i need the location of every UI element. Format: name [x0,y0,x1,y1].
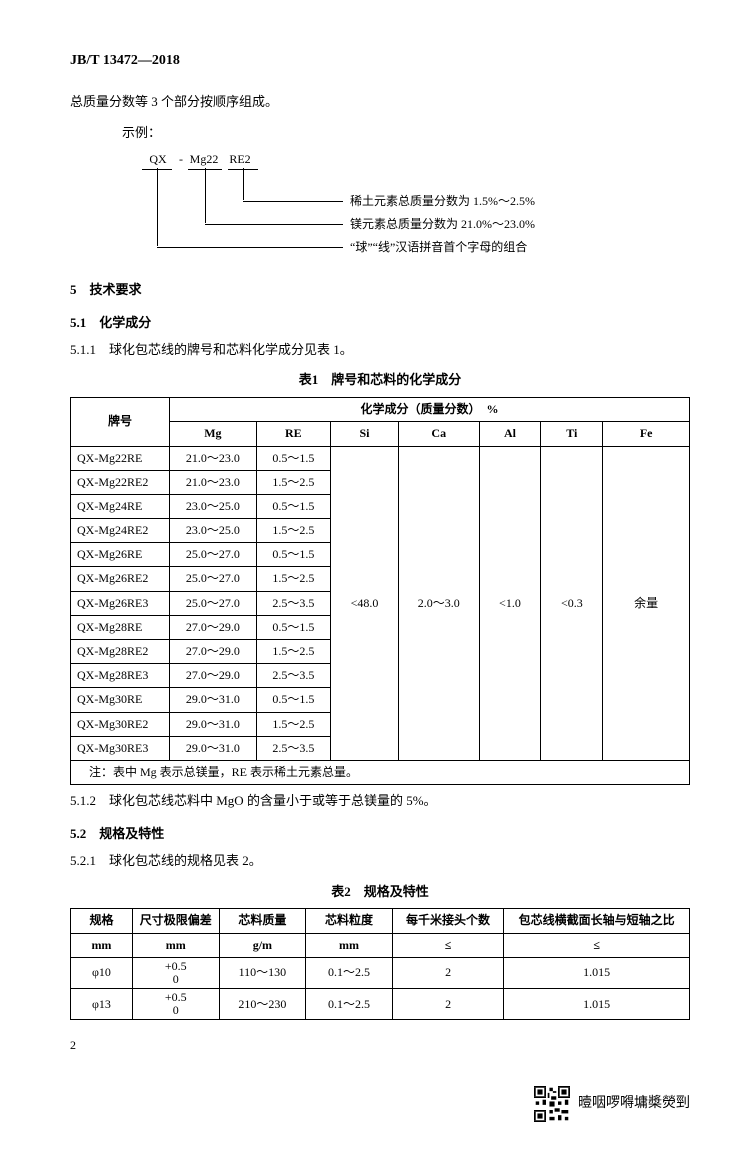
th-al: Al [479,422,541,446]
th-re: RE [256,422,330,446]
th-ti: Ti [541,422,603,446]
section-5-head: 5 技术要求 [70,280,690,301]
table2-title: 表2 规格及特性 [70,882,690,903]
table-row: QX-Mg22RE21.0～23.00.5～1.5<48.02.0～3.0<1.… [71,446,690,470]
th-fe: Fe [603,422,690,446]
table2: 规格 尺寸极限偏差 芯料质量 芯料粒度 每千米接头个数 包芯线横截面长轴与短轴之… [70,908,690,1020]
section-5-1-head: 5.1 化学成分 [70,313,690,334]
clause-5-1-1: 5.1.1 球化包芯线的牌号和芯料化学成分见表 1。 [70,340,690,361]
t2-u-joints: ≤ [392,933,503,957]
section-5-2-head: 5.2 规格及特性 [70,824,690,845]
code-sep: - [176,150,186,169]
page-number: 2 [70,1036,690,1055]
t2-u-spec: mm [71,933,133,957]
diag-desc-mg: 镁元素总质量分数为 21.0%～23.0% [350,215,535,234]
th-mg: Mg [170,422,257,446]
t2-h-grain: 芯料粒度 [306,909,393,933]
footer: 曀咽啰嘚墉槳熒剄 [70,1086,690,1122]
clause-5-1-2: 5.1.2 球化包芯线芯料中 MgO 的含量小于或等于总镁量的 5%。 [70,791,690,812]
th-si: Si [330,422,398,446]
t2-h-mass: 芯料质量 [219,909,306,933]
footer-text: 曀咽啰嘚墉槳熒剄 [578,1095,690,1110]
clause-5-2-1: 5.2.1 球化包芯线的规格见表 2。 [70,851,690,872]
t2-u-tol: mm [132,933,219,957]
th-ca: Ca [399,422,479,446]
table-row: φ10+0.50110～1300.1～2.521.015 [71,957,690,988]
qr-icon [534,1086,570,1122]
designation-diagram: QX-Mg22RE2 稀土元素总质量分数为 1.5%～2.5% 镁元素总质量分数… [140,150,690,260]
t2-h-joints: 每千米接头个数 [392,909,503,933]
table-row: φ13+0.50210～2300.1～2.521.015 [71,989,690,1020]
t2-u-mass: g/m [219,933,306,957]
table1-note: 注：表中 Mg 表示总镁量，RE 表示稀土元素总量。 [71,760,690,784]
t2-u-ratio: ≤ [504,933,690,957]
example-label: 示例： [122,123,690,144]
th-grade: 牌号 [71,398,170,446]
code-qx: QX [140,150,176,169]
t2-h-spec: 规格 [71,909,133,933]
table1-title: 表1 牌号和芯料的化学成分 [70,370,690,391]
th-group: 化学成分（质量分数） % [170,398,690,422]
intro-line: 总质量分数等 3 个部分按顺序组成。 [70,92,690,113]
t2-u-grain: mm [306,933,393,957]
diag-desc-qx: “球”“线”汉语拼音首个字母的组合 [350,238,527,257]
t2-h-tol: 尺寸极限偏差 [132,909,219,933]
code-re: RE2 [222,150,258,169]
code-mg: Mg22 [186,150,222,169]
t2-h-ratio: 包芯线横截面长轴与短轴之比 [504,909,690,933]
table1: 牌号 化学成分（质量分数） % Mg RE Si Ca Al Ti Fe QX-… [70,397,690,785]
standard-code: JB/T 13472—2018 [70,50,690,72]
diag-desc-re: 稀土元素总质量分数为 1.5%～2.5% [350,192,535,211]
